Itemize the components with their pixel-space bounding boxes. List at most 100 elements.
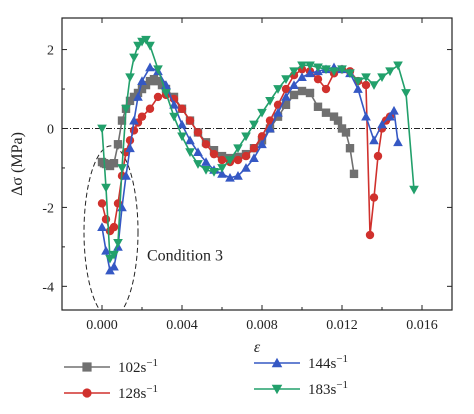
data-point-1-3 [109, 222, 119, 232]
data-point-0-42 [345, 144, 355, 153]
data-point-3-21 [217, 164, 227, 173]
data-point-2-42 [389, 105, 399, 115]
legend-label-sup-1: −1 [146, 383, 158, 395]
data-point-3-4 [113, 239, 123, 248]
data-point-1-1 [101, 215, 111, 224]
data-point-3-13 [153, 65, 163, 75]
axes: 0.000 0.004 0.008 0.012 0.016 2 0 -2 -4 ε Δσ (MPa) [9, 18, 452, 356]
legend-label-sup-3: −1 [336, 379, 348, 391]
data-point-2-31 [305, 68, 315, 78]
x-tick-label: 0.000 [86, 318, 118, 333]
data-point-0-32 [281, 100, 291, 110]
x-tick-label: 0.004 [166, 318, 198, 333]
data-point-3-42 [385, 67, 395, 77]
data-point-3-31 [297, 61, 307, 71]
legend-label-base-3: 183s [308, 382, 337, 398]
data-point-3-7 [125, 73, 135, 83]
legend-marker-0 [82, 362, 92, 372]
data-point-2-38 [361, 111, 371, 121]
data-point-3-16 [177, 132, 187, 142]
data-point-0-36 [313, 102, 323, 111]
series-2 [97, 62, 403, 275]
data-point-3-44 [401, 89, 411, 98]
data-point-2-25 [257, 139, 267, 149]
data-point-2-0 [97, 222, 107, 231]
y-tick-label: -2 [42, 201, 54, 216]
data-point-3-6 [121, 104, 131, 114]
data-point-2-8 [129, 115, 139, 125]
data-point-1-23 [241, 151, 251, 161]
data-point-1-41 [373, 151, 383, 161]
legend-item-2: 144s−1 [254, 353, 348, 372]
data-point-3-41 [377, 73, 387, 83]
x-tick-label: 0.012 [326, 318, 358, 333]
data-point-3-3 [109, 250, 119, 260]
data-point-2-9 [133, 92, 143, 101]
data-point-1-32 [313, 74, 323, 84]
data-point-1-38 [361, 80, 371, 90]
condition-ellipse [83, 145, 139, 310]
data-point-1-39 [365, 230, 375, 240]
data-point-1-28 [281, 84, 291, 94]
data-point-3-25 [249, 120, 259, 130]
data-point-2-22 [233, 171, 243, 180]
data-point-2-23 [241, 163, 251, 172]
legend-item-0: 102s−1 [64, 357, 158, 376]
data-point-1-33 [321, 84, 331, 94]
legend-label-2: 144s−1 [308, 353, 348, 372]
legend-label-base-2: 144s [308, 356, 337, 372]
data-point-3-5 [117, 164, 127, 173]
data-point-2-24 [249, 153, 259, 162]
data-point-0-33 [289, 90, 299, 100]
data-point-2-28 [281, 92, 291, 101]
x-tick-label: 0.008 [246, 318, 278, 333]
data-point-3-39 [361, 73, 371, 83]
data-point-1-40 [369, 193, 379, 202]
data-point-2-29 [289, 80, 299, 89]
data-point-1-10 [137, 112, 147, 121]
legend-marker-3 [271, 384, 283, 395]
data-point-1-22 [233, 155, 243, 165]
data-point-0-34 [297, 86, 307, 96]
data-point-3-1 [101, 183, 111, 193]
data-point-1-20 [217, 155, 227, 165]
legend-label-0: 102s−1 [118, 357, 158, 376]
data-point-3-37 [345, 69, 355, 79]
data-point-3-43 [393, 61, 403, 71]
y-axis-label: Δσ (MPa) [9, 132, 26, 196]
data-point-0-17 [161, 84, 171, 94]
data-point-2-14 [169, 99, 179, 109]
data-point-0-43 [349, 169, 359, 179]
data-point-3-9 [133, 41, 143, 51]
data-point-1-8 [129, 126, 139, 135]
legend-item-3: 183s−1 [254, 379, 348, 398]
data-point-2-15 [177, 119, 187, 129]
data-point-2-40 [377, 119, 387, 129]
data-point-3-33 [313, 63, 323, 73]
data-point-3-34 [321, 65, 331, 75]
series-line-3 [101, 38, 415, 260]
x-tick-label: 0.016 [406, 318, 438, 333]
data-point-2-27 [273, 107, 283, 117]
data-point-2-21 [225, 172, 235, 182]
data-point-3-19 [201, 166, 211, 175]
data-point-2-39 [369, 135, 379, 145]
data-point-3-45 [409, 185, 419, 195]
data-point-1-15 [177, 104, 187, 113]
legend-label-base-1: 128s [118, 386, 147, 402]
data-point-3-14 [161, 89, 171, 98]
data-point-2-37 [353, 84, 363, 93]
data-point-3-11 [141, 35, 151, 45]
data-point-1-17 [193, 128, 203, 137]
data-point-2-3 [109, 261, 119, 271]
data-point-2-18 [201, 157, 211, 166]
data-point-0-35 [305, 88, 315, 98]
data-point-2-10 [137, 76, 147, 85]
data-point-3-38 [353, 77, 363, 86]
legend-marker-2 [271, 357, 283, 368]
y-tick-label: 0 [47, 122, 54, 137]
data-point-2-41 [385, 111, 395, 121]
data-point-2-17 [193, 147, 203, 157]
